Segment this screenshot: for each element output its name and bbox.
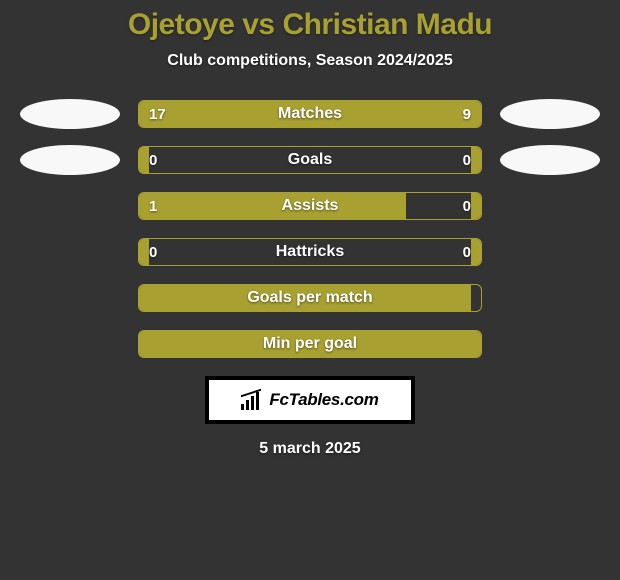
stat-bar: 179Matches	[138, 100, 482, 128]
branding-badge: FcTables.com	[205, 376, 415, 424]
stat-label: Goals	[139, 147, 481, 173]
stat-label: Goals per match	[139, 285, 481, 311]
subtitle: Club competitions, Season 2024/2025	[0, 52, 620, 70]
bar-chart-icon	[241, 390, 263, 410]
flag-right	[500, 99, 600, 129]
flag-left	[20, 145, 120, 175]
stat-label: Hattricks	[139, 239, 481, 265]
stat-label: Matches	[139, 101, 481, 127]
flag-left	[20, 99, 120, 129]
title: Ojetoye vs Christian Madu	[0, 8, 620, 42]
stat-label: Min per goal	[139, 331, 481, 357]
comparison-infographic: Ojetoye vs Christian Madu Club competiti…	[0, 0, 620, 458]
stat-bar: 00Hattricks	[138, 238, 482, 266]
stat-row: 10Assists	[10, 192, 610, 220]
stat-row: Goals per match	[10, 284, 610, 312]
stat-bar: 00Goals	[138, 146, 482, 174]
stat-bar: Goals per match	[138, 284, 482, 312]
stats-rows: 179Matches 00Goals 10Assists 00Hattricks Goa…	[0, 100, 620, 358]
stat-bar: Min per goal	[138, 330, 482, 358]
stat-row: 179Matches	[10, 100, 610, 128]
stat-row: 00Goals	[10, 146, 610, 174]
flag-right	[500, 145, 600, 175]
date: 5 march 2025	[0, 440, 620, 458]
stat-label: Assists	[139, 193, 481, 219]
branding-text: FcTables.com	[269, 390, 378, 410]
stat-bar: 10Assists	[138, 192, 482, 220]
stat-row: Min per goal	[10, 330, 610, 358]
stat-row: 00Hattricks	[10, 238, 610, 266]
